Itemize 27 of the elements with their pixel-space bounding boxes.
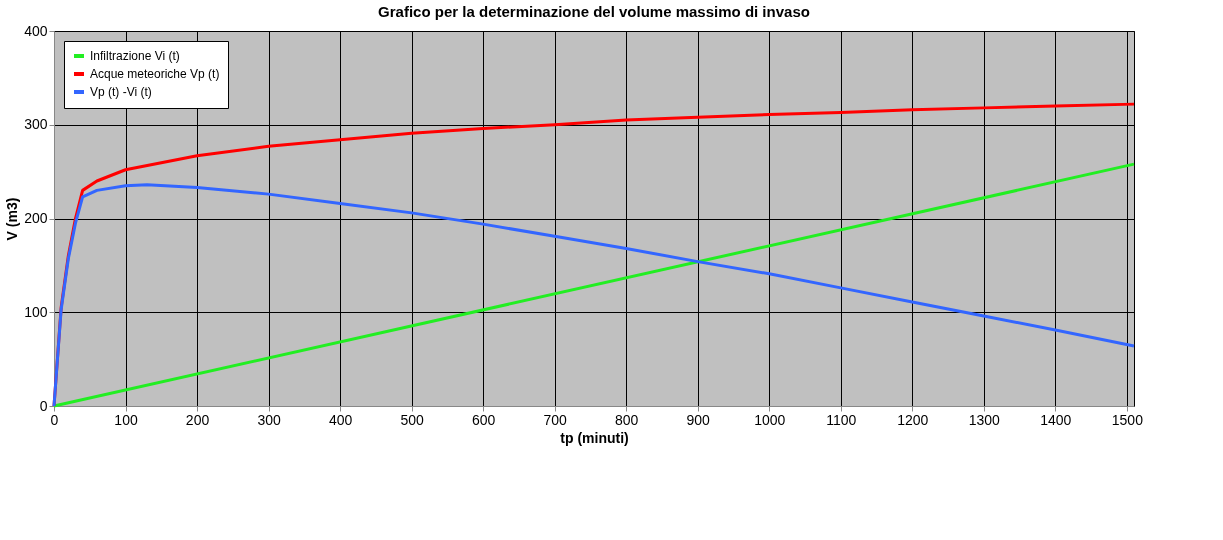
x-tick-label: 400 (328, 411, 353, 428)
legend-label: Infiltrazione Vi (t) (90, 49, 180, 63)
x-tick-label: 1000 (754, 411, 786, 428)
x-tick-label: 100 (114, 411, 138, 428)
x-tick-label: 300 (257, 411, 281, 428)
x-tick-label: 1200 (897, 411, 929, 428)
chart-title: Grafico per la determinazione del volume massimo di invaso (378, 3, 810, 20)
x-tick-label: 900 (686, 411, 711, 428)
y-tick-label: 200 (24, 210, 48, 226)
x-tick-label: 500 (400, 411, 425, 428)
x-tick-label: 200 (185, 411, 210, 428)
legend-label: Vp (t) -Vi (t) (90, 85, 152, 99)
y-tick-label: 0 (39, 397, 48, 414)
x-tick-label: 1400 (1040, 411, 1072, 428)
legend-label: Acque meteoriche Vp (t) (90, 67, 220, 81)
x-axis-title: tp (minuti) (560, 429, 629, 446)
y-axis-title: V (m3) (4, 197, 21, 241)
x-tick-label: 1300 (968, 411, 1001, 428)
y-tick-label: 100 (24, 303, 48, 320)
x-tick-label: 0 (50, 411, 59, 428)
y-tick-label: 300 (24, 116, 48, 133)
x-tick-label: 1100 (826, 411, 857, 428)
x-tick-label: 700 (543, 411, 568, 428)
y-tick-label: 400 (24, 22, 48, 39)
x-tick-label: 1500 (1111, 411, 1144, 428)
x-tick-label: 600 (471, 411, 496, 428)
x-tick-label: 800 (615, 411, 639, 428)
